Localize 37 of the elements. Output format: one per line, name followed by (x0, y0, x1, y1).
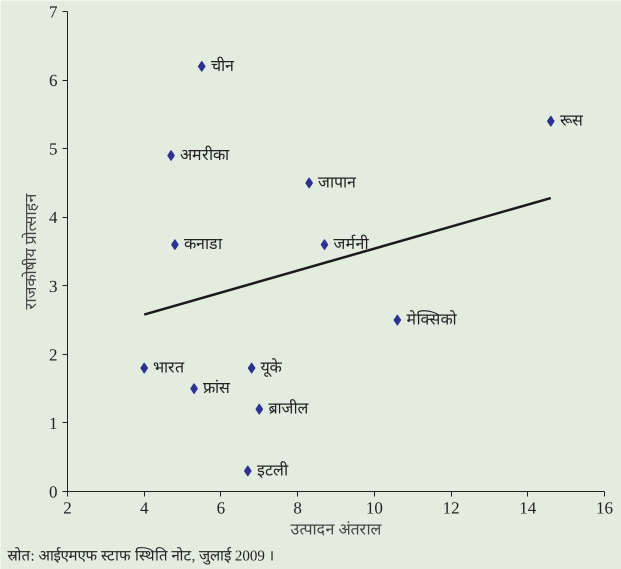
y-tick-label: 3 (49, 276, 58, 296)
x-tick-label: 2 (63, 498, 72, 518)
x-tick-label: 10 (366, 498, 383, 518)
y-tick-label: 2 (49, 345, 58, 364)
annotation: जर्मनी (333, 234, 370, 254)
text: स्रोत: आईएमएफ स्टाफ स्थिति नोट, जुलाई 2009 । (8, 546, 275, 566)
annotation: फ्रांस (203, 379, 232, 398)
annotation: मेक्सिको (406, 310, 458, 329)
annotation: कनाडा (184, 236, 223, 254)
annotation: भारत (153, 360, 186, 377)
point (140, 362, 148, 374)
y-tick-label: 7 (49, 2, 58, 22)
y-tick-label: 0 (49, 482, 58, 502)
x-tick-label: 4 (140, 498, 149, 518)
x-tick-label: 8 (293, 498, 302, 518)
point (198, 60, 206, 72)
annotation: रूस (560, 112, 584, 130)
y-tick-label: 5 (49, 140, 58, 159)
x-tick-label: 12 (442, 498, 460, 518)
annotation: अमरीका (180, 145, 230, 164)
y-axis-title: राजकोषीय प्रोत्साहन (21, 192, 40, 310)
y-tick-label: 4 (49, 208, 58, 228)
point (244, 465, 252, 476)
annotation: यूके (260, 358, 283, 378)
point (255, 404, 264, 415)
x-axis-title: उत्पादन अंतराल (290, 520, 382, 538)
point (546, 116, 555, 127)
annotation: चीन (210, 56, 235, 75)
x-tick-label: 16 (596, 498, 613, 518)
y-tick-label: 6 (49, 71, 58, 90)
annotation: जापान (318, 174, 358, 192)
y-tick-label: 1 (49, 414, 58, 433)
annotation: ब्राजील (268, 398, 310, 418)
point (167, 150, 175, 161)
x-tick-label: 6 (216, 498, 226, 518)
x-tick-label: 14 (519, 498, 537, 518)
annotation: इटली (256, 460, 289, 480)
